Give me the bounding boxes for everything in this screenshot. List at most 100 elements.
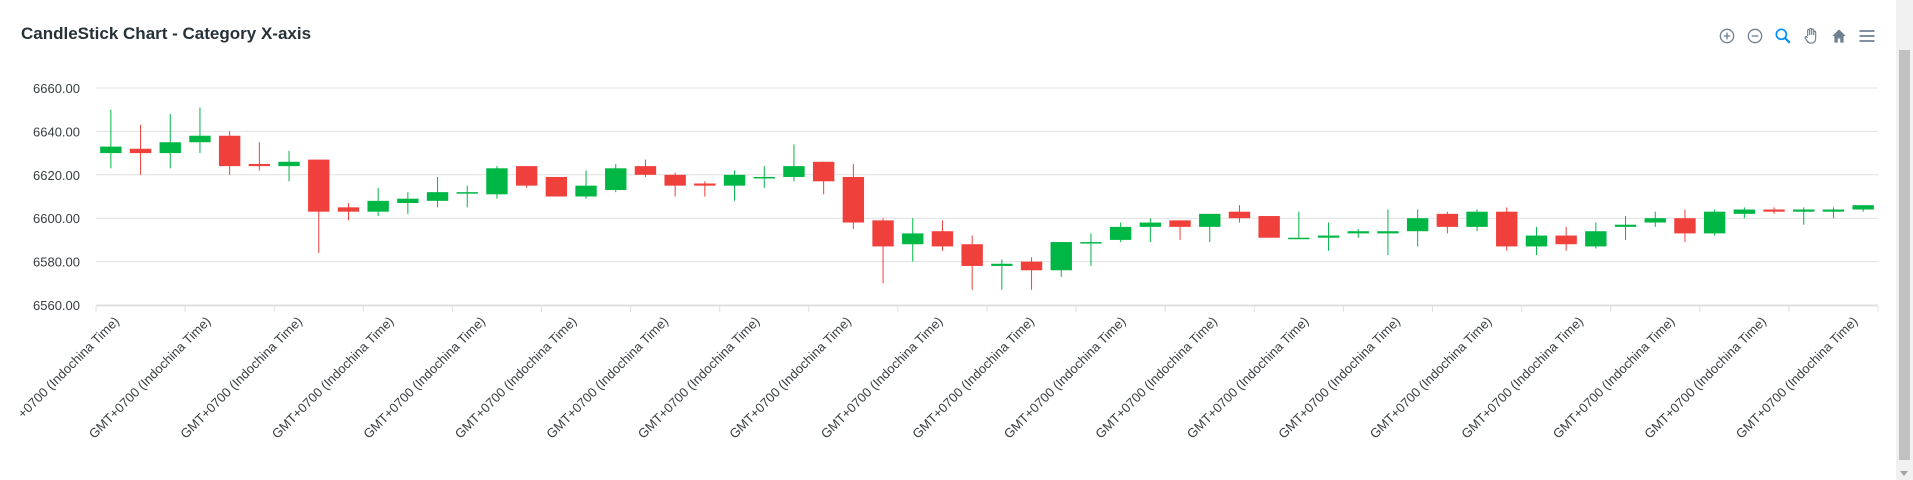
candle: [1555, 226, 1577, 251]
candle-body: [812, 161, 835, 182]
candle: [1585, 222, 1607, 249]
candle: [931, 220, 954, 251]
candle: [842, 163, 865, 230]
candle: [1050, 242, 1072, 277]
candle: [397, 192, 419, 214]
candle: [308, 159, 330, 253]
y-tick-label: 6580.00: [33, 255, 80, 270]
candle: [1614, 216, 1637, 240]
candle-body: [308, 159, 330, 212]
x-tick-label: +0700 (Indochina Time): [15, 314, 122, 421]
candle: [426, 176, 449, 208]
candle-body: [1466, 211, 1488, 227]
candle-body: [634, 166, 657, 175]
candle-body: [1258, 216, 1280, 238]
candle: [248, 142, 271, 171]
candle: [1525, 226, 1548, 256]
zoom-in-icon[interactable]: [1715, 24, 1739, 48]
candle-body: [248, 163, 271, 167]
chart-title: CandleStick Chart - Category X-axis: [21, 24, 312, 43]
candle: [218, 131, 241, 175]
candle: [545, 176, 568, 197]
candle: [1020, 257, 1043, 290]
candle-body: [1674, 218, 1696, 234]
zoom-selection-icon[interactable]: [1771, 24, 1795, 48]
pan-icon[interactable]: [1799, 24, 1823, 48]
candle: [1406, 209, 1429, 247]
candle: [664, 172, 686, 197]
candle: [991, 259, 1013, 290]
candle-body: [1644, 218, 1666, 223]
y-tick-label: 6640.00: [33, 124, 80, 139]
candle: [1674, 209, 1696, 243]
candle-body: [1496, 211, 1518, 247]
candle-body: [515, 166, 538, 186]
candle-body: [486, 168, 508, 195]
candle-body: [1377, 231, 1399, 234]
candle: [456, 185, 478, 208]
candle: [1763, 207, 1785, 214]
candle-body: [1585, 231, 1607, 247]
candle-body: [1525, 235, 1548, 247]
candle-body: [397, 198, 419, 204]
candle: [129, 124, 152, 175]
candle: [723, 170, 746, 201]
candle: [159, 114, 181, 169]
candle: [1496, 207, 1518, 251]
candle-body: [1317, 235, 1340, 238]
candle-body: [545, 176, 568, 197]
grid-lines: [96, 87, 1878, 306]
candle-body: [664, 174, 686, 186]
candle: [100, 109, 122, 169]
scroll-down-arrow-icon[interactable]: [1900, 471, 1908, 476]
candle-body: [1169, 220, 1191, 227]
candle-body: [605, 168, 627, 190]
y-tick-label: 6660.00: [33, 81, 80, 96]
candle-body: [842, 176, 865, 223]
candle: [189, 107, 211, 154]
candle: [753, 166, 775, 188]
candle: [902, 218, 924, 262]
candle: [1139, 218, 1162, 243]
candle-body: [1614, 224, 1637, 227]
zoom-out-icon[interactable]: [1743, 24, 1767, 48]
scroll-thumb[interactable]: [1899, 50, 1910, 460]
candle: [367, 187, 389, 217]
y-tick-label: 6620.00: [33, 168, 80, 183]
menu-icon[interactable]: [1855, 24, 1879, 48]
candle: [1793, 207, 1815, 225]
candle: [1258, 216, 1280, 238]
x-axis: +0700 (Indochina Time)GMT+0700 (Indochin…: [15, 305, 1879, 441]
candle-body: [1080, 242, 1102, 244]
candle: [1466, 209, 1488, 232]
candle-body: [723, 174, 746, 186]
candle: [486, 166, 508, 199]
candle-body: [1109, 226, 1132, 240]
candle-body: [753, 176, 775, 179]
candle: [1644, 211, 1666, 227]
candle-body: [1288, 237, 1310, 240]
candle-body: [872, 220, 894, 247]
candle: [1436, 211, 1459, 234]
reset-home-icon[interactable]: [1827, 24, 1851, 48]
candle-body: [100, 146, 122, 154]
candle: [278, 150, 300, 182]
candle: [337, 203, 360, 221]
candle: [1703, 209, 1726, 236]
candle: [1822, 207, 1845, 219]
candle: [694, 181, 716, 197]
candle-body: [426, 192, 449, 201]
candle: [1109, 222, 1132, 243]
candle: [1228, 205, 1251, 223]
candle: [1347, 229, 1369, 238]
candle-body: [1020, 261, 1043, 271]
candle-body: [367, 200, 389, 212]
candle: [812, 161, 835, 195]
candle: [1199, 213, 1221, 243]
candle-body: [1139, 222, 1162, 227]
vertical-scrollbar[interactable]: [1896, 0, 1913, 480]
candle-body: [1228, 211, 1251, 219]
candle-body: [575, 185, 597, 197]
candle-body: [1822, 209, 1845, 212]
